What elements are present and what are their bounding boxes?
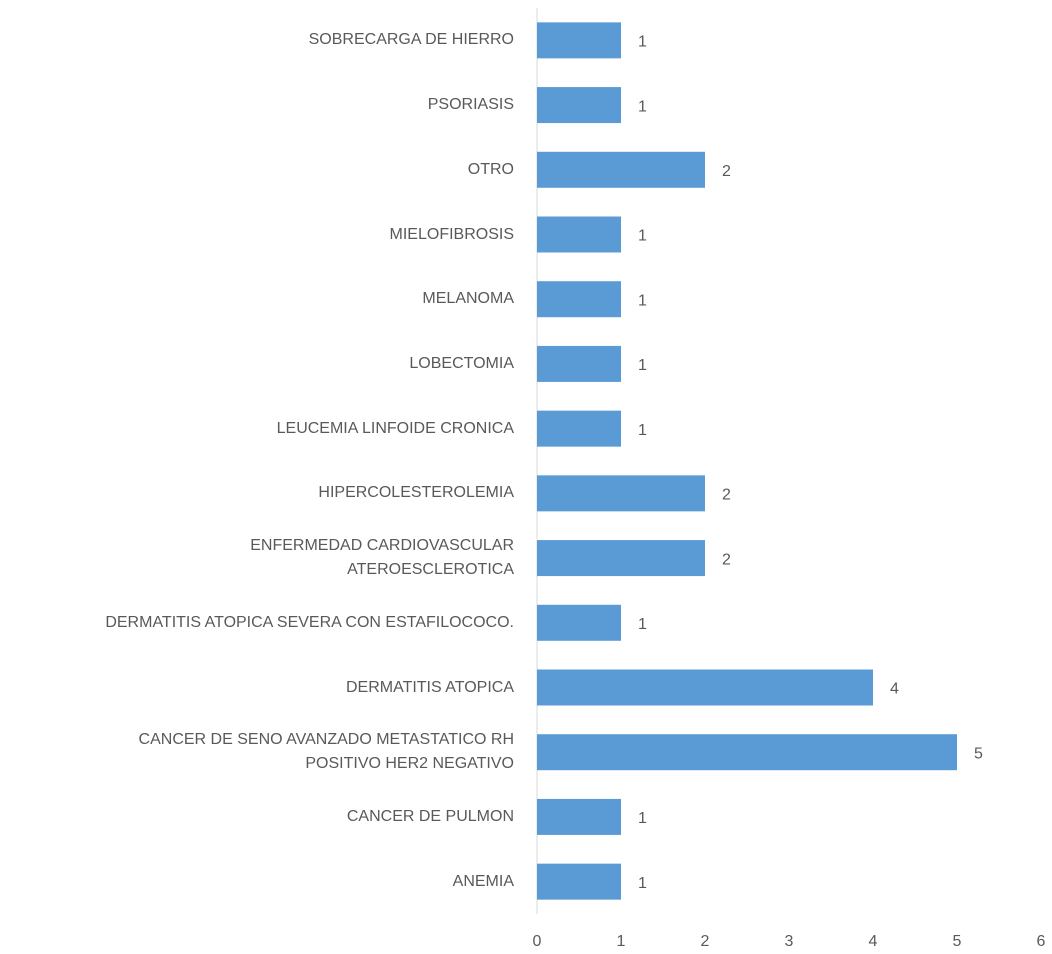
value-label: 2: [722, 551, 731, 568]
y-tick-label: ANEMIA: [452, 872, 514, 890]
y-tick-label: DERMATITIS ATOPICA: [345, 678, 514, 696]
value-label: 1: [638, 875, 647, 892]
value-label: 1: [638, 34, 647, 51]
x-tick-label: 5: [953, 933, 962, 950]
bar: [537, 216, 621, 253]
bar: [537, 22, 621, 59]
y-tick-label: LEUCEMIA LINFOIDE CRONICA: [276, 419, 514, 437]
value-label: 1: [638, 616, 647, 633]
value-label: 1: [638, 422, 647, 439]
bar: [537, 669, 873, 706]
bar: [537, 540, 705, 577]
bar: [537, 863, 621, 900]
y-tick-label: PSORIASIS: [427, 96, 514, 114]
bar: [537, 87, 621, 124]
bar: [537, 734, 957, 771]
value-label: 1: [638, 292, 647, 309]
value-label: 1: [638, 357, 647, 374]
value-label: 2: [722, 487, 731, 504]
x-tick-label: 3: [785, 933, 794, 950]
y-tick-label: OTRO: [467, 160, 514, 178]
bar: [537, 410, 621, 447]
y-tick-label: LOBECTOMIA: [409, 354, 514, 372]
bar: [537, 345, 621, 382]
x-tick-label: 0: [533, 933, 542, 950]
y-tick-label: MIELOFIBROSIS: [389, 225, 514, 243]
bar: [537, 798, 621, 835]
bar: [537, 475, 705, 512]
y-tick-label: CANCER DE SENO AVANZADO METASTATICO RH P…: [138, 731, 514, 773]
value-label: 1: [638, 98, 647, 115]
y-tick-label: ENFERMEDAD CARDIOVASCULAR ATEROESCLEROTI…: [250, 537, 514, 579]
bar: [537, 604, 621, 641]
bar: [537, 281, 621, 318]
value-label: 5: [974, 745, 983, 762]
x-tick-label: 6: [1037, 933, 1046, 950]
value-label: 1: [638, 810, 647, 827]
y-tick-label: DERMATITIS ATOPICA SEVERA CON ESTAFILOCO…: [105, 613, 514, 631]
x-tick-label: 4: [869, 933, 878, 950]
y-tick-label: CANCER DE PULMON: [346, 807, 514, 825]
x-tick-label: 2: [701, 933, 710, 950]
y-tick-label: SOBRECARGA DE HIERRO: [308, 31, 514, 49]
value-label: 4: [890, 681, 899, 698]
y-tick-label: MELANOMA: [422, 290, 514, 308]
value-label: 2: [722, 163, 731, 180]
bar: [537, 151, 705, 188]
y-tick-label: HIPERCOLESTEROLEMIA: [318, 484, 514, 502]
value-label: 1: [638, 228, 647, 245]
x-tick-label: 1: [617, 933, 626, 950]
